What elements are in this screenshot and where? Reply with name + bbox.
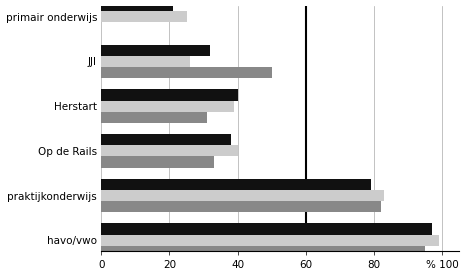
Bar [101, 268, 442, 276]
Bar [101, 145, 238, 156]
Bar [101, 11, 186, 22]
Bar [101, 56, 190, 67]
Bar [101, 134, 231, 145]
Bar [101, 246, 425, 257]
Bar [101, 112, 207, 123]
Bar [101, 0, 173, 11]
Bar [101, 190, 385, 201]
Bar [101, 224, 432, 235]
Bar [101, 67, 272, 78]
Bar [101, 201, 381, 212]
Bar [101, 156, 214, 168]
Bar [101, 179, 371, 190]
Bar [101, 235, 439, 246]
Bar [101, 89, 238, 100]
Bar [101, 45, 210, 56]
Bar [101, 100, 234, 112]
